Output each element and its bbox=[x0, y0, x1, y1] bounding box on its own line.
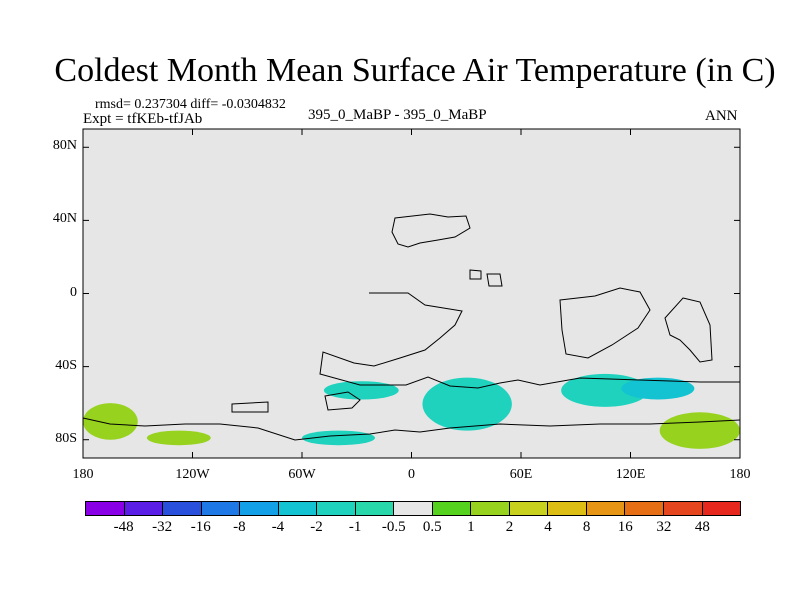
southern-ocean-anomaly bbox=[561, 373, 649, 407]
colorbar-swatch bbox=[317, 502, 356, 515]
south-atlantic-anomaly bbox=[323, 381, 399, 400]
lon-tick-label: 60E bbox=[509, 467, 533, 482]
colorbar-swatch bbox=[394, 502, 433, 515]
colorbar-swatch bbox=[201, 502, 241, 515]
chart-title: Coldest Month Mean Surface Air Temperatu… bbox=[54, 52, 776, 89]
colorbar-swatch bbox=[625, 502, 664, 515]
colorbar-level-label: -2 bbox=[310, 519, 323, 535]
colorbar-level-label: 1 bbox=[467, 519, 475, 535]
experiment-line: Expt = tfKEb-tfJAb bbox=[83, 111, 203, 127]
antarctic-pacific-warm bbox=[83, 403, 138, 440]
southwest-pacific-anomaly bbox=[621, 377, 695, 400]
colorbar-swatch bbox=[278, 502, 318, 515]
lon-tick-label: 180 bbox=[72, 467, 94, 482]
colorbar-swatch bbox=[702, 502, 741, 515]
anomaly-regions bbox=[83, 373, 740, 449]
colorbar-level-label: -32 bbox=[152, 519, 173, 535]
lat-tick-label: 40S bbox=[55, 357, 77, 373]
colorbar-swatch bbox=[548, 502, 587, 515]
lon-tick-label: 60W bbox=[288, 467, 316, 482]
colorbar bbox=[85, 501, 741, 516]
colorbar-level-label: 16 bbox=[617, 519, 633, 535]
center-label: 395_0_MaBP - 395_0_MaBP bbox=[308, 107, 487, 123]
colorbar-swatch bbox=[86, 502, 125, 515]
lat-tick-label: 80S bbox=[55, 430, 77, 446]
colorbar-swatch bbox=[663, 502, 703, 515]
colorbar-swatch bbox=[509, 502, 549, 515]
colorbar-level-label: -48 bbox=[113, 519, 134, 535]
colorbar-level-label: 8 bbox=[582, 519, 591, 535]
colorbar-swatch bbox=[586, 502, 626, 515]
lat-tick-label: 80N bbox=[52, 138, 77, 154]
colorbar-level-label: 32 bbox=[656, 519, 672, 535]
colorbar-level-label: -0.5 bbox=[381, 519, 406, 535]
lon-tick-label: 120W bbox=[175, 467, 210, 482]
lat-tick-label: 40N bbox=[52, 211, 77, 227]
lon-tick-label: 180 bbox=[729, 467, 751, 482]
colorbar-swatch bbox=[124, 502, 164, 515]
colorbar-swatch bbox=[355, 502, 395, 515]
colorbar-level-label: -8 bbox=[233, 519, 246, 535]
colorbar-swatch bbox=[471, 502, 510, 515]
map-plot-area bbox=[83, 129, 740, 458]
axis-ticks bbox=[82, 129, 741, 458]
colorbar-level-label: -4 bbox=[271, 519, 285, 535]
colorbar-level-label: 4 bbox=[544, 519, 552, 535]
colorbar-swatch bbox=[432, 502, 472, 515]
antarctic-ross-warm bbox=[146, 430, 211, 446]
colorbar-level-label: 2 bbox=[505, 519, 514, 535]
colorbar-level-label: -16 bbox=[190, 519, 211, 535]
stats-line: rmsd= 0.237304 diff= -0.0304832 bbox=[95, 97, 286, 112]
colorbar-swatch bbox=[240, 502, 279, 515]
lon-tick-label: 0 bbox=[408, 467, 415, 482]
antarctic-east-warm bbox=[659, 412, 740, 449]
season-label: ANN bbox=[705, 108, 738, 124]
colorbar-level-label: 0.5 bbox=[422, 519, 442, 535]
colorbar-level-label: 48 bbox=[694, 519, 710, 535]
colorbar-level-label: -1 bbox=[348, 519, 362, 535]
lon-tick-label: 120E bbox=[615, 467, 646, 482]
lat-tick-label: 0 bbox=[70, 284, 77, 300]
coastline-outline bbox=[82, 213, 741, 441]
colorbar-swatch bbox=[163, 502, 202, 515]
south-indian-anomaly bbox=[422, 377, 512, 431]
